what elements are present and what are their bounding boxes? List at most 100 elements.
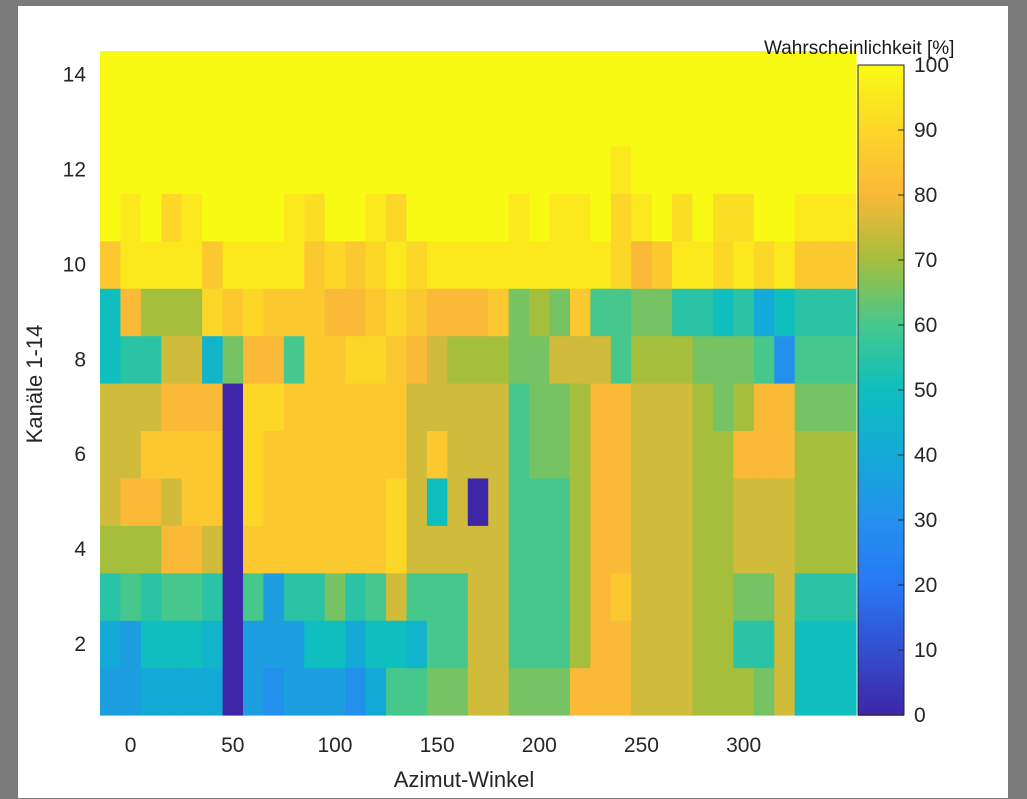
colorbar-segment	[858, 689, 904, 694]
heatmap-cell	[386, 572, 408, 621]
heatmap-cell	[835, 145, 857, 194]
colorbar-tick-label: 60	[914, 314, 937, 337]
heatmap-cell	[426, 572, 448, 621]
heatmap-cell	[304, 667, 326, 716]
heatmap-cell	[815, 145, 837, 194]
heatmap-cell	[426, 240, 448, 289]
colorbar-segment	[858, 312, 904, 317]
y-tick-label: 4	[74, 538, 86, 561]
colorbar-segment	[858, 637, 904, 642]
colorbar-segment	[858, 607, 904, 612]
heatmap-cell	[181, 288, 203, 337]
heatmap-cell	[569, 51, 591, 100]
heatmap-cell	[590, 98, 612, 147]
heatmap-cell	[794, 240, 816, 289]
heatmap-cell	[406, 477, 428, 526]
heatmap-cell	[794, 525, 816, 574]
heatmap-cell	[794, 430, 816, 479]
heatmap-cell	[120, 572, 142, 621]
heatmap-cell	[120, 240, 142, 289]
colorbar-segment	[858, 591, 904, 596]
heatmap-cell	[794, 193, 816, 242]
heatmap-cell	[672, 335, 694, 384]
heatmap-cell	[447, 145, 469, 194]
heatmap-cell	[324, 193, 346, 242]
colorbar-segment	[858, 100, 904, 105]
colorbar-segment	[858, 136, 904, 141]
colorbar-segment	[858, 542, 904, 547]
heatmap-cell	[181, 525, 203, 574]
heatmap-cell	[181, 193, 203, 242]
colorbar-segment	[858, 282, 904, 287]
heatmap-cell	[753, 430, 775, 479]
heatmap-cell	[651, 667, 673, 716]
heatmap-cell	[631, 98, 653, 147]
heatmap-cell	[181, 98, 203, 147]
heatmap-cell	[835, 98, 857, 147]
heatmap-cell	[692, 98, 714, 147]
heatmap-cell	[283, 383, 305, 432]
heatmap-cell	[202, 572, 224, 621]
heatmap-cell	[488, 145, 510, 194]
colorbar-tick-label: 100	[914, 54, 949, 77]
heatmap-cell	[467, 383, 489, 432]
colorbar-segment	[858, 497, 904, 502]
heatmap-cell	[447, 98, 469, 147]
heatmap-cell	[467, 51, 489, 100]
heatmap-cell	[263, 335, 285, 384]
heatmap-cell	[100, 193, 122, 242]
colorbar-segment	[858, 598, 904, 603]
heatmap-cell	[467, 667, 489, 716]
colorbar-segment	[858, 633, 904, 638]
heatmap-cell	[140, 430, 162, 479]
heatmap-cell	[774, 288, 796, 337]
heatmap-cell	[712, 288, 734, 337]
colorbar-segment	[858, 659, 904, 664]
colorbar-segment	[858, 169, 904, 174]
heatmap-cell	[365, 383, 387, 432]
heatmap-cell	[161, 335, 183, 384]
heatmap-cell	[202, 620, 224, 669]
heatmap-cell	[488, 667, 510, 716]
heatmap-cell	[100, 620, 122, 669]
colorbar-segment	[858, 120, 904, 125]
heatmap-cell	[692, 667, 714, 716]
colorbar-segment	[858, 523, 904, 528]
heatmap-cell	[406, 98, 428, 147]
colorbar-segment	[858, 377, 904, 382]
heatmap-cell	[386, 477, 408, 526]
colorbar-segment	[858, 347, 904, 352]
colorbar-segment	[858, 617, 904, 622]
heatmap-cell	[651, 288, 673, 337]
heatmap-cell	[712, 572, 734, 621]
heatmap-cell	[712, 430, 734, 479]
heatmap-cell	[324, 98, 346, 147]
heatmap-cell	[120, 430, 142, 479]
colorbar-segment	[858, 477, 904, 482]
heatmap-cell	[467, 477, 489, 526]
heatmap-cell	[140, 98, 162, 147]
colorbar-tick-label: 0	[914, 704, 926, 727]
heatmap-cell	[753, 288, 775, 337]
colorbar-segment	[858, 425, 904, 430]
heatmap-cell	[263, 525, 285, 574]
heatmap-cell	[774, 477, 796, 526]
heatmap-cell	[712, 383, 734, 432]
colorbar-segment	[858, 685, 904, 690]
heatmap-cell	[263, 572, 285, 621]
heatmap-cell	[161, 667, 183, 716]
heatmap-cell	[467, 430, 489, 479]
colorbar-segment	[858, 182, 904, 187]
colorbar-segment	[858, 601, 904, 606]
colorbar-segment	[858, 162, 904, 167]
colorbar-segment	[858, 646, 904, 651]
heatmap-cell	[815, 383, 837, 432]
colorbar-segment	[858, 243, 904, 248]
heatmap-cell	[488, 288, 510, 337]
colorbar-segment	[858, 113, 904, 118]
heatmap-cell	[733, 525, 755, 574]
heatmap-cell	[590, 240, 612, 289]
heatmap-cell	[263, 240, 285, 289]
heatmap-cell	[365, 240, 387, 289]
heatmap-cell	[181, 572, 203, 621]
